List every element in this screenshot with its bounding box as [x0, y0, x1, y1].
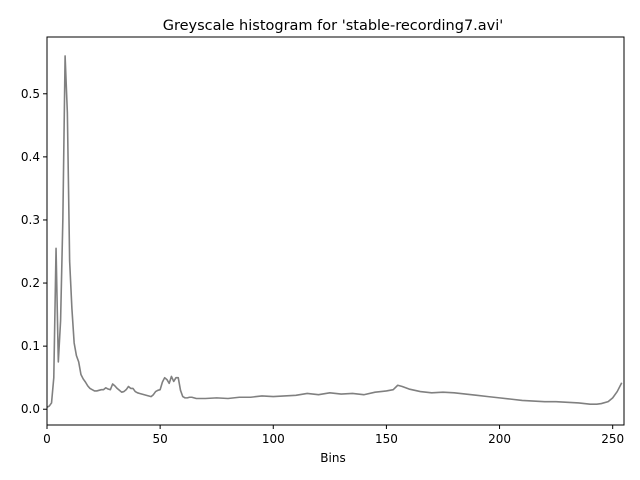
chart-title: Greyscale histogram for 'stable-recordin…	[163, 18, 504, 34]
y-tick-label: 0.1	[21, 339, 40, 353]
x-tick-label: 50	[152, 432, 167, 446]
x-tick-label: 250	[601, 432, 624, 446]
y-tick-label: 0.4	[21, 150, 40, 164]
x-tick-label: 100	[262, 432, 285, 446]
y-tick-label: 0.3	[21, 213, 40, 227]
x-tick-label: 150	[375, 432, 398, 446]
y-tick-label: 0.5	[21, 87, 40, 101]
y-axis: 0.0 0.1 0.2 0.3 0.4 0.5	[21, 87, 47, 416]
x-axis: 0 50 100 150 200 250	[43, 425, 624, 446]
x-axis-label: Bins	[320, 451, 345, 465]
x-tick-label: 0	[43, 432, 51, 446]
x-tick-label: 200	[488, 432, 511, 446]
series-line-0	[46, 55, 623, 409]
plot-area	[46, 36, 625, 426]
plot-frame	[46, 36, 625, 426]
y-tick-label: 0.0	[21, 402, 40, 416]
y-tick-label: 0.2	[21, 276, 40, 290]
